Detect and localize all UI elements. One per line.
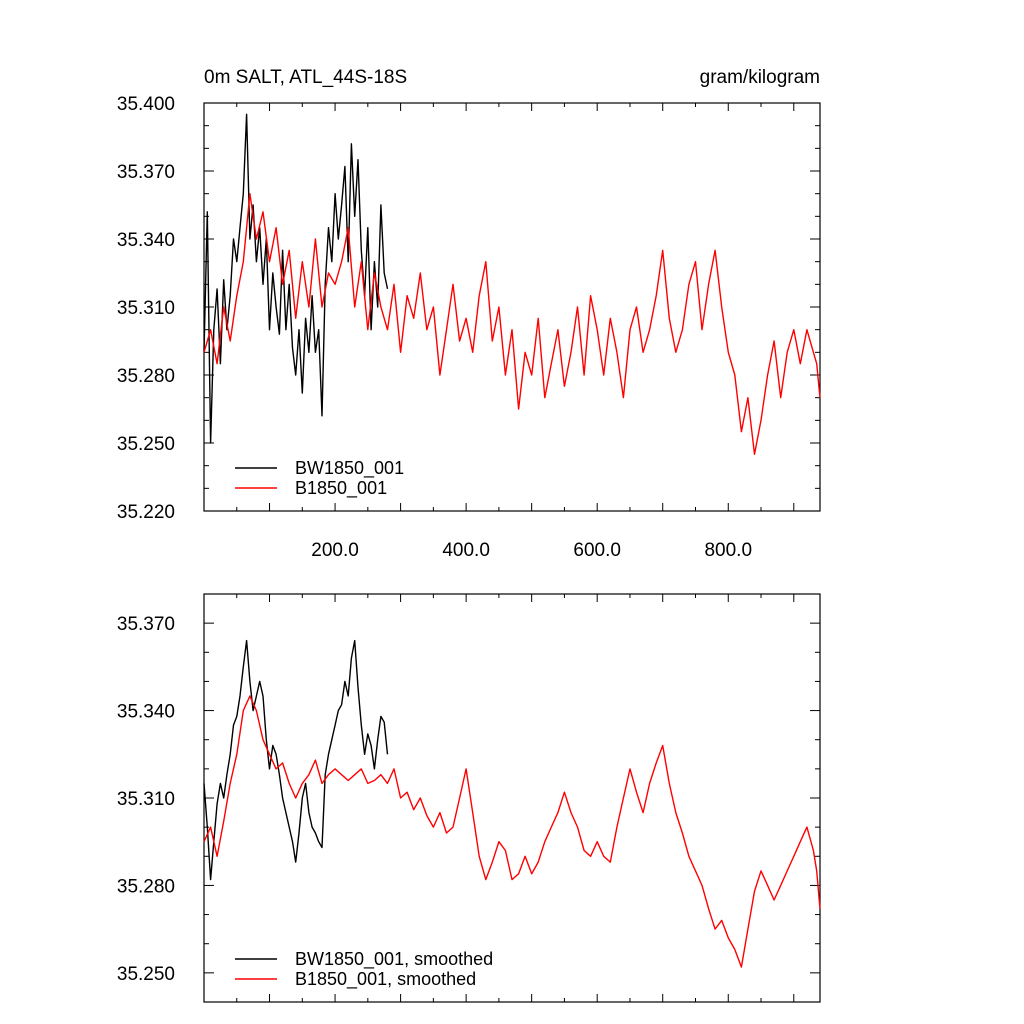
x-tick-label: 200.0	[311, 540, 359, 561]
axis-ticks	[203, 593, 820, 1003]
top-panel: 35.400 35.370 35.340 35.310 35.280 35.250 35.2…	[117, 94, 821, 561]
y-tick-label: 35.310	[117, 298, 175, 319]
y-tick-label: 35.280	[117, 876, 175, 897]
legend-label: BW1850_001	[295, 458, 404, 479]
y-tick-label: 35.250	[117, 434, 175, 455]
series-line	[203, 639, 389, 881]
y-tick-label: 35.400	[117, 94, 175, 115]
y-tick-label: 35.250	[117, 964, 175, 985]
chart-title: 0m SALT, ATL_44S-18S	[204, 67, 407, 88]
series-line	[203, 192, 821, 455]
y-tick-label: 35.310	[117, 789, 175, 810]
x-tick-label: 800.0	[704, 540, 752, 561]
series-line	[203, 695, 821, 968]
legend-label: B1850_001	[295, 478, 387, 499]
bottom-panel: 35.370 35.340 35.310 35.280 35.250 BW1850_001…	[117, 593, 821, 1003]
y-tick-label: 35.370	[117, 614, 175, 635]
y-tick-label: 35.220	[117, 502, 175, 523]
series-line	[203, 113, 389, 444]
chart-units: gram/kilogram	[700, 67, 820, 88]
y-tick-label: 35.340	[117, 702, 175, 723]
y-tick-label: 35.340	[117, 230, 175, 251]
x-tick-label: 600.0	[573, 540, 621, 561]
x-tick-label: 400.0	[442, 540, 490, 561]
legend-label: B1850_001, smoothed	[295, 969, 476, 990]
y-tick-label: 35.280	[117, 366, 175, 387]
y-tick-label: 35.370	[117, 162, 175, 183]
legend-label: BW1850_001, smoothed	[295, 949, 493, 970]
